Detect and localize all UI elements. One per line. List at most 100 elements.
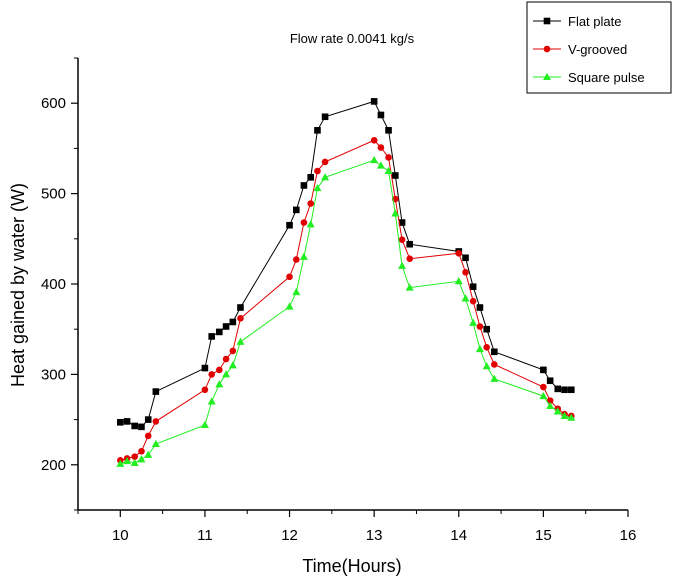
axes: 10 11 12 13 14 15 16 200 300 400 500 600	[41, 57, 636, 544]
legend-item: V-grooved	[533, 42, 627, 57]
data-point	[476, 323, 484, 330]
data-point	[491, 348, 498, 356]
data-point	[469, 283, 477, 291]
data-point	[462, 268, 469, 276]
data-point	[370, 98, 378, 105]
data-point	[476, 304, 484, 311]
data-point	[560, 411, 569, 419]
data-point	[543, 45, 551, 53]
data-point	[116, 459, 125, 467]
data-point	[237, 304, 244, 311]
data-point	[543, 17, 551, 25]
data-point	[540, 383, 547, 391]
y-tick-label: 300	[41, 366, 66, 383]
data-point	[475, 344, 484, 353]
data-point	[201, 364, 209, 372]
data-point	[469, 318, 478, 326]
data-point	[321, 173, 330, 181]
data-point	[286, 273, 293, 281]
series-layer	[116, 98, 576, 467]
data-point	[307, 174, 314, 181]
data-point	[151, 439, 160, 448]
series-line	[120, 100, 572, 428]
data-point	[306, 220, 315, 228]
data-point	[216, 328, 223, 336]
data-point	[469, 297, 477, 305]
legend-label: V-grooved	[568, 42, 627, 57]
x-axis-label: Time(Hours)	[302, 556, 401, 576]
data-point	[490, 374, 499, 382]
data-point	[398, 236, 406, 244]
x-tick-label: 13	[366, 527, 383, 544]
data-point	[321, 113, 329, 121]
data-point	[313, 183, 322, 192]
data-point	[321, 158, 329, 166]
data-point	[398, 261, 407, 269]
data-point	[377, 111, 385, 119]
data-point	[406, 240, 413, 248]
data-point	[376, 161, 385, 169]
data-point	[130, 458, 139, 466]
x-tick-label: 15	[535, 527, 552, 544]
data-point	[222, 370, 231, 378]
data-point	[200, 420, 209, 429]
data-point	[406, 255, 413, 262]
data-point	[307, 200, 314, 207]
data-point	[207, 397, 216, 405]
data-point	[568, 386, 575, 394]
data-point	[222, 323, 230, 330]
data-point	[553, 407, 562, 415]
data-point	[123, 418, 131, 425]
data-point	[123, 456, 132, 465]
y-axis-label: Heat gained by water (W)	[8, 183, 28, 387]
data-point	[229, 347, 237, 355]
data-point	[377, 144, 385, 151]
x-tick-label: 12	[281, 527, 298, 544]
data-point	[286, 221, 293, 229]
data-point	[144, 432, 152, 440]
data-point	[285, 302, 294, 310]
data-point	[299, 252, 308, 260]
data-point	[216, 366, 223, 374]
data-point	[314, 167, 321, 175]
data-point	[554, 385, 562, 393]
data-point	[546, 377, 554, 385]
data-point	[131, 453, 138, 460]
data-point	[539, 391, 548, 400]
data-point	[370, 155, 379, 164]
series-v-grooved	[117, 136, 575, 464]
data-point	[543, 72, 551, 80]
data-point	[131, 422, 138, 430]
data-point	[137, 455, 146, 463]
data-point	[144, 450, 153, 458]
data-point	[293, 206, 300, 214]
legend-label: Square pulse	[568, 70, 645, 85]
x-tick-label: 11	[197, 527, 213, 544]
data-point	[482, 362, 491, 370]
data-point	[398, 219, 406, 226]
data-point	[237, 315, 244, 322]
series-flat-plate	[117, 98, 575, 431]
chart-title: Flow rate 0.0041 kg/s	[290, 31, 415, 46]
data-point	[201, 386, 209, 394]
data-point	[540, 366, 547, 374]
data-point	[385, 127, 392, 134]
legend-box	[526, 1, 672, 94]
y-tick-label: 600	[41, 95, 66, 112]
data-point	[483, 325, 490, 333]
data-point	[138, 447, 145, 455]
data-point	[483, 343, 490, 351]
data-point	[455, 249, 463, 257]
data-point	[300, 219, 308, 226]
legend: Flat plate V-grooved Square pulse	[526, 1, 672, 94]
data-point	[546, 401, 555, 410]
data-point	[384, 166, 393, 174]
data-point	[152, 388, 160, 395]
data-point	[292, 287, 301, 296]
data-point	[208, 333, 215, 340]
y-tick-label: 400	[41, 276, 66, 293]
data-point	[391, 209, 400, 217]
legend-item: Square pulse	[533, 70, 645, 85]
legend-item: Flat plate	[533, 14, 621, 29]
y-tick-label: 200	[41, 457, 66, 474]
